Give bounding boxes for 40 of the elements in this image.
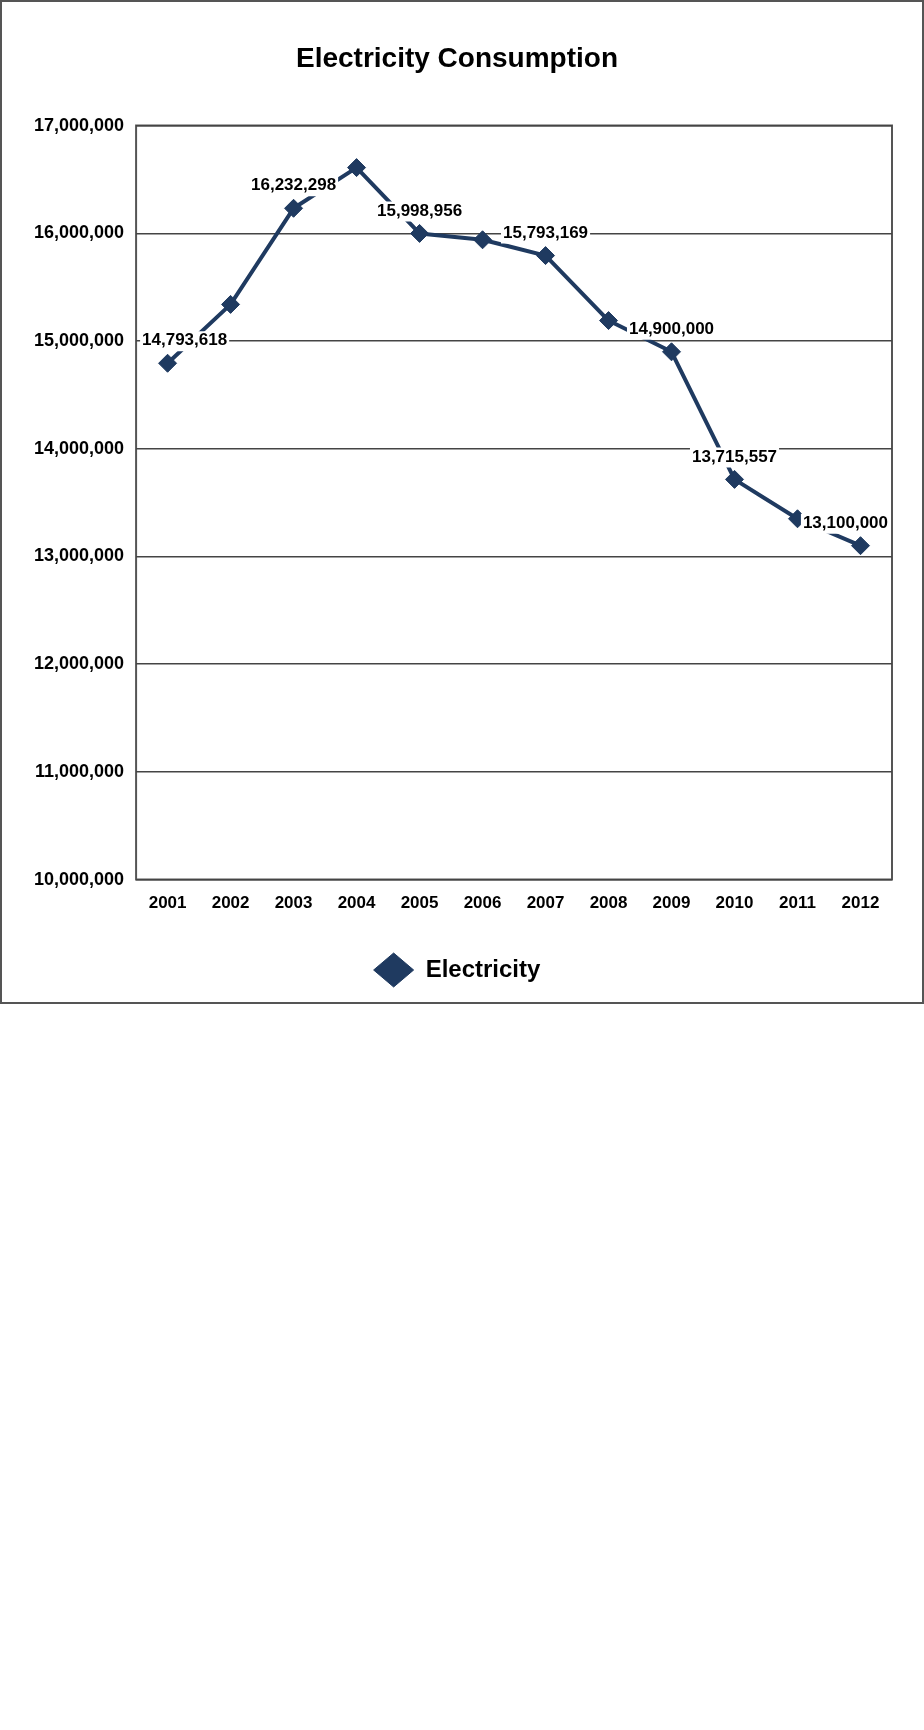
x-tick-label: 2005 (400, 893, 439, 913)
x-tick-label: 2008 (589, 893, 628, 913)
data-label: 15,998,956 (377, 200, 463, 220)
point (158, 353, 178, 373)
point (599, 311, 619, 331)
data-label: 13,715,557 (691, 446, 778, 466)
legend-label: Electricity (425, 954, 542, 982)
point (725, 469, 745, 489)
chart-title: Electricity Consumption (295, 41, 619, 73)
y-tick-label: 13,000,000 (33, 545, 125, 566)
point (221, 294, 241, 314)
x-tick-label: 2007 (526, 893, 565, 913)
x-tick-label: 2004 (337, 893, 377, 913)
x-tick-label: 2002 (211, 893, 250, 913)
point (851, 536, 870, 556)
y-tick-label: 17,000,000 (33, 114, 125, 135)
point (410, 223, 430, 243)
x-tick-label: 2011 (779, 893, 816, 913)
data-label: 14,900,000 (628, 318, 715, 338)
point (473, 230, 493, 250)
y-tick-label: 16,000,000 (33, 222, 125, 243)
y-tick-label: 14,000,000 (33, 437, 125, 458)
data-label: 15,793,169 (502, 222, 589, 242)
data-label: 16,232,298 (251, 175, 337, 195)
x-tick-label: 2009 (652, 893, 691, 913)
point (347, 158, 367, 178)
y-tick-label: 12,000,000 (33, 653, 125, 674)
x-tick-label: 2001 (148, 893, 187, 913)
x-tick-label: 2003 (274, 893, 313, 913)
point (536, 246, 556, 266)
point (284, 198, 304, 218)
x-tick-label: 2006 (463, 893, 502, 913)
y-tick-label: 11,000,000 (34, 760, 125, 781)
data-label: 13,100,000 (802, 512, 889, 532)
y-tick-label: 15,000,000 (33, 330, 125, 350)
point (662, 342, 682, 362)
x-tick-label: 2012 (841, 893, 880, 913)
y-tick-label: 10,000,000 (33, 868, 125, 889)
data-label: 14,793,618 (142, 330, 228, 350)
x-tick-label: 2010 (715, 893, 754, 913)
